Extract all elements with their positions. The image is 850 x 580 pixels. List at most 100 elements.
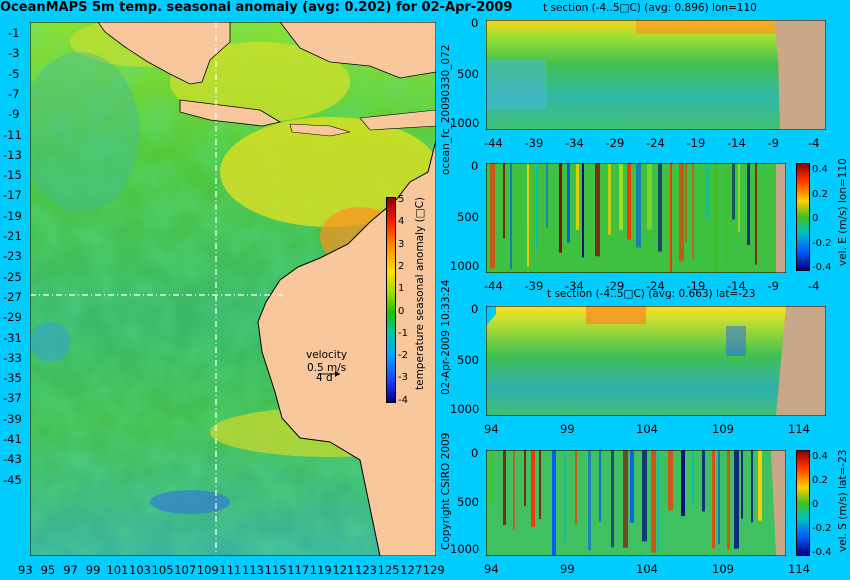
panel2-colorbar-label: vel. E (m/s) lon=110 bbox=[837, 158, 849, 266]
colorbar-tick-label: 0 bbox=[398, 305, 405, 317]
lat-tick-label: -23 bbox=[3, 249, 22, 264]
x-tick-label: 94 bbox=[484, 562, 499, 576]
colorbar-tick-label: 3 bbox=[398, 238, 405, 250]
velocity-label: velocity bbox=[306, 349, 348, 361]
velocity-stripe bbox=[588, 450, 591, 551]
lat-tick-label: -21 bbox=[3, 229, 22, 243]
velocity-stripe bbox=[595, 163, 600, 257]
velocity-stripe bbox=[702, 450, 705, 512]
y-tick-label: 1000 bbox=[450, 402, 480, 416]
x-tick-label: -14 bbox=[727, 136, 746, 150]
velocity-stripe bbox=[636, 163, 641, 248]
colorbar-tick-label: -3 bbox=[398, 372, 408, 384]
lat-tick-label: -11 bbox=[3, 127, 22, 142]
colorbar-tick-label: 0.2 bbox=[812, 475, 828, 486]
velocity-stripe bbox=[657, 450, 659, 551]
velocity-stripe bbox=[747, 163, 750, 245]
panel3-land bbox=[776, 306, 826, 416]
velocity-arrowhead bbox=[335, 371, 340, 377]
velocity-sub: 4 d bbox=[316, 372, 333, 384]
x-tick-label: 94 bbox=[484, 422, 499, 436]
colorbar-tick-label: -0.4 bbox=[812, 547, 832, 558]
colorbar-tick-label: 0.4 bbox=[812, 451, 828, 462]
lat-tick-label: -41 bbox=[3, 432, 22, 446]
lat-tick-label: -35 bbox=[3, 371, 22, 386]
colorbar-tick-label: -1 bbox=[398, 327, 408, 339]
x-tick-label: -39 bbox=[524, 279, 544, 293]
y-tick-label: 1000 bbox=[450, 116, 480, 130]
velocity-stripe bbox=[536, 163, 538, 249]
velocity-stripe bbox=[738, 163, 740, 232]
x-tick-label: -34 bbox=[565, 136, 584, 150]
cool-patch bbox=[30, 52, 140, 212]
velocity-stripe bbox=[539, 450, 541, 520]
lon-tick-label: 119 bbox=[309, 563, 332, 577]
panel3-warm-band bbox=[586, 306, 646, 324]
lon-tick-label: 123 bbox=[355, 563, 377, 577]
x-tick-label: -44 bbox=[484, 279, 503, 293]
x-tick-label: -29 bbox=[605, 136, 625, 150]
velocity-stripe bbox=[576, 163, 579, 230]
panel3-field bbox=[486, 306, 826, 416]
x-tick-label: -19 bbox=[686, 279, 706, 293]
y-tick-label: 500 bbox=[457, 209, 479, 224]
timestamp-note: 02-Apr-2009 10:33:24 bbox=[440, 279, 452, 395]
lon-tick-label: 109 bbox=[196, 563, 219, 577]
colorbar-tick-label: -4 bbox=[398, 394, 408, 406]
x-tick-label: 99 bbox=[560, 422, 575, 436]
colorbar-tick-label: -0.4 bbox=[812, 262, 832, 273]
colorbar-tick-label: 2 bbox=[398, 260, 405, 272]
y-tick-label: 0 bbox=[471, 159, 479, 173]
x-tick-label: 114 bbox=[788, 562, 810, 576]
x-tick-label: 99 bbox=[560, 562, 575, 576]
panel1-cool-band bbox=[486, 60, 546, 110]
x-tick-label: -9 bbox=[767, 279, 779, 293]
velocity-value: 0.5 m/s bbox=[307, 362, 347, 374]
panel1-warm-band bbox=[636, 20, 776, 34]
velocity-stripe bbox=[627, 163, 631, 240]
panel2-land bbox=[776, 163, 786, 273]
figure-title: OceanMAPS 5m temp. seasonal anomaly (avg… bbox=[0, 0, 513, 15]
panel1-section bbox=[486, 20, 826, 130]
x-tick-label: -39 bbox=[524, 136, 544, 150]
lat-tick-label: -29 bbox=[3, 310, 22, 325]
lon-tick-label: 93 bbox=[18, 563, 33, 577]
velocity-stripe bbox=[751, 450, 753, 523]
anomaly-map bbox=[30, 22, 436, 556]
panel4-colorbar bbox=[796, 450, 810, 556]
velocity-stripe bbox=[559, 163, 562, 253]
lat-tick-label: -9 bbox=[8, 107, 20, 122]
velocity-stripe bbox=[623, 450, 628, 548]
lat-tick-label: -7 bbox=[8, 86, 20, 101]
velocity-stripe bbox=[582, 163, 584, 258]
velocity-stripe bbox=[732, 163, 735, 220]
lat-tick-label: -5 bbox=[8, 66, 20, 81]
x-tick-label: -44 bbox=[484, 136, 503, 150]
velocity-stripe bbox=[575, 450, 577, 524]
velocity-stripe bbox=[564, 450, 566, 542]
panel4-land bbox=[771, 450, 786, 556]
java-land bbox=[179, 99, 282, 127]
panel3-cool-band bbox=[726, 326, 746, 356]
colorbar-tick-label: -0.2 bbox=[812, 237, 832, 249]
lat-tick-label: -43 bbox=[3, 452, 22, 467]
velocity-stripe bbox=[668, 450, 673, 511]
y-tick-label: 0 bbox=[471, 446, 479, 460]
lat-tick-label: -39 bbox=[3, 411, 22, 426]
panel4-colorbar-label: vel. S (m/s) lat=-23 bbox=[837, 449, 849, 552]
lat-tick-label: -19 bbox=[3, 208, 22, 223]
lat-tick-label: -3 bbox=[8, 46, 20, 61]
y-tick-label: 1000 bbox=[450, 259, 480, 273]
x-tick-label: 104 bbox=[636, 562, 658, 576]
colorbar-tick-label: -2 bbox=[398, 350, 408, 362]
velocity-stripe bbox=[630, 450, 634, 523]
velocity-stripe bbox=[608, 163, 611, 235]
velocity-stripe bbox=[503, 163, 505, 239]
cool-patch bbox=[30, 322, 70, 362]
timor-land bbox=[359, 109, 436, 131]
panel1-title: t section (-4..5□C) (avg: 0.896) lon=110 bbox=[543, 2, 757, 14]
lat-tick-label: -17 bbox=[3, 188, 22, 203]
lat-tick-label: -31 bbox=[3, 330, 22, 345]
warm-patch bbox=[220, 117, 436, 227]
velocity-stripe bbox=[692, 163, 694, 259]
